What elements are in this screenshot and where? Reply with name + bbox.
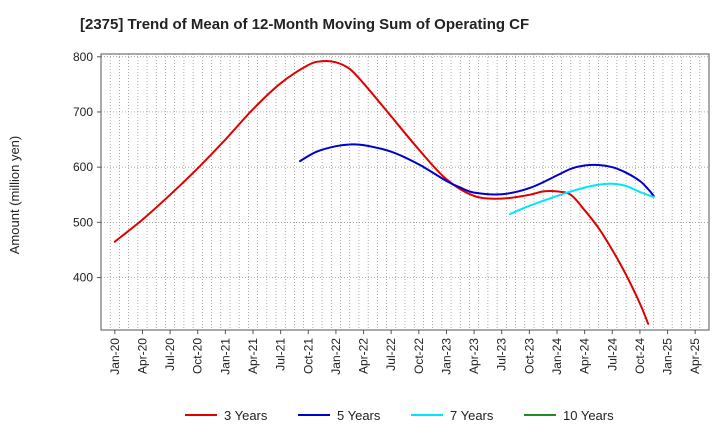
- x-tick-label: Jan-23: [439, 338, 453, 375]
- y-tick-label: 700: [73, 105, 93, 119]
- y-tick-label: 600: [73, 160, 93, 174]
- x-tick-label: Jan-22: [329, 338, 343, 375]
- x-tick-label: Oct-22: [412, 338, 426, 374]
- plot-frame: [100, 53, 710, 331]
- x-tick-label: Apr-23: [467, 338, 481, 374]
- x-tick-label: Apr-24: [578, 338, 592, 374]
- x-tick-label: Jul-22: [384, 338, 398, 371]
- legend-label: 3 Years: [224, 408, 268, 423]
- x-tick-label: Oct-24: [633, 338, 647, 374]
- x-tick-label: Jul-24: [605, 338, 619, 371]
- x-tick-label: Jan-25: [661, 338, 675, 375]
- x-tick-label: Oct-21: [301, 338, 315, 374]
- grid-layer: [100, 54, 710, 330]
- x-tick-label: Apr-22: [357, 338, 371, 374]
- series-line-3-years: [113, 59, 650, 325]
- y-axis-label: Amount (million yen): [7, 136, 22, 255]
- legend-label: 5 Years: [337, 408, 381, 423]
- series-line-5-years: [299, 143, 655, 197]
- x-tick-label: Apr-25: [688, 338, 702, 374]
- x-tick-label: Jan-21: [218, 338, 232, 375]
- x-tick-label: Jul-20: [163, 338, 177, 371]
- y-tick-label: 400: [73, 271, 93, 285]
- series-line-7-years: [509, 182, 655, 216]
- legend-label: 7 Years: [450, 408, 494, 423]
- series-layer: [113, 59, 655, 325]
- y-tick-layer: 400 500 600 700 800: [73, 50, 101, 285]
- x-tick-label: Jan-20: [108, 338, 122, 375]
- y-tick-label: 800: [73, 50, 93, 64]
- legend: 3 Years 5 Years 7 Years 10 Years: [185, 408, 614, 423]
- x-tick-label: Apr-21: [246, 338, 260, 374]
- x-tick-label: Jan-24: [550, 338, 564, 375]
- x-tick-label: Jul-23: [495, 338, 509, 371]
- legend-label: 10 Years: [563, 408, 614, 423]
- chart-title: [2375] Trend of Mean of 12-Month Moving …: [80, 16, 529, 33]
- x-tick-label: Jul-21: [274, 338, 288, 371]
- y-tick-label: 500: [73, 215, 93, 229]
- x-tick-label: Apr-20: [135, 338, 149, 374]
- x-tick-label: Oct-23: [522, 338, 536, 374]
- x-tick-label: Oct-20: [191, 338, 205, 374]
- x-tick-layer: Jan-20 Apr-20 Jul-20 Oct-20 Jan-21 Apr-21 Jul-…: [108, 330, 702, 375]
